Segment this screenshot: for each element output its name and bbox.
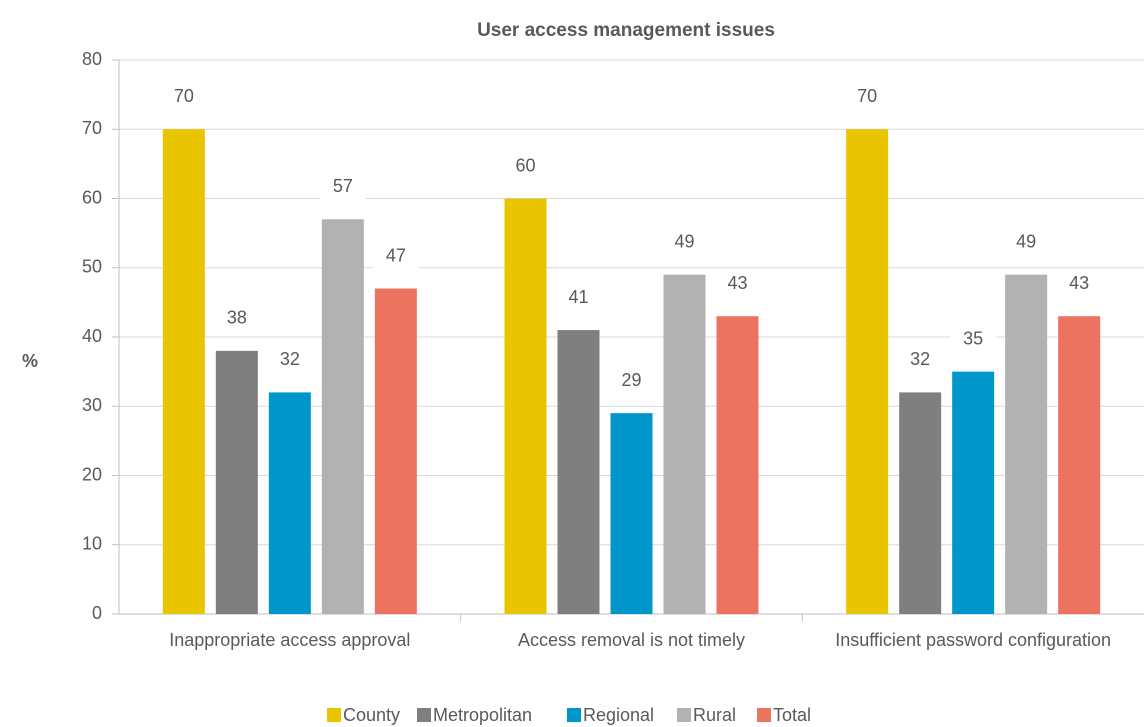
label-bg	[266, 348, 313, 373]
legend-swatch	[757, 708, 771, 722]
data-label: 38	[227, 308, 247, 328]
y-tick-label: 80	[82, 49, 102, 69]
data-label: 57	[333, 176, 353, 196]
y-tick-label: 50	[82, 257, 102, 277]
label-bg	[950, 327, 997, 352]
legend-swatch	[677, 708, 691, 722]
bar	[321, 219, 364, 614]
label-bg	[608, 369, 655, 394]
y-tick-label: 40	[82, 326, 102, 346]
data-label: 70	[174, 86, 194, 106]
y-tick-label: 0	[92, 603, 102, 623]
data-label: 29	[621, 370, 641, 390]
data-label: 70	[857, 86, 877, 106]
data-label: 43	[727, 273, 747, 293]
y-tick-label: 70	[82, 118, 102, 138]
y-tick-label: 20	[82, 464, 102, 484]
data-label: 47	[386, 245, 406, 265]
bar	[162, 129, 205, 614]
legend-swatch	[327, 708, 341, 722]
legend-label: Total	[773, 705, 811, 725]
x-tick-label: Insufficient password configuration	[835, 630, 1112, 650]
data-label: 49	[674, 231, 694, 251]
legend-label: Rural	[693, 705, 736, 725]
chart-title: User access management issues	[477, 20, 775, 41]
label-bg	[319, 175, 366, 200]
bar	[268, 392, 311, 614]
bar	[610, 413, 653, 614]
legend-label: Metropolitan	[433, 705, 532, 725]
bar	[504, 198, 547, 614]
label-bg	[661, 230, 708, 255]
bar	[1005, 274, 1048, 614]
label-bg	[714, 272, 761, 297]
label-bg	[502, 154, 549, 179]
y-tick-label: 60	[82, 187, 102, 207]
legend-swatch	[417, 708, 431, 722]
data-label: 49	[1016, 231, 1036, 251]
label-bg	[1003, 230, 1050, 255]
y-tick-label: 30	[82, 395, 102, 415]
label-bg	[555, 286, 602, 311]
label-bg	[213, 306, 260, 331]
bar	[663, 274, 706, 614]
x-tick-label: Inappropriate access approval	[169, 630, 411, 650]
bar	[716, 316, 759, 614]
bar	[899, 392, 942, 614]
data-label: 41	[568, 287, 588, 307]
label-bg	[844, 85, 891, 110]
data-label: 43	[1069, 273, 1089, 293]
bar	[952, 371, 995, 614]
data-label: 32	[280, 349, 300, 369]
label-bg	[897, 348, 944, 373]
y-axis-label: %	[22, 351, 38, 371]
data-label: 32	[910, 349, 930, 369]
legend-label: County	[343, 705, 400, 725]
x-tick-label: Access removal is not timely	[517, 630, 746, 650]
bar	[374, 288, 417, 614]
bar	[846, 129, 889, 614]
bar	[1058, 316, 1101, 614]
legend-label: Regional	[583, 705, 654, 725]
legend-swatch	[567, 708, 581, 722]
data-label: 35	[963, 328, 983, 348]
label-bg	[160, 85, 207, 110]
label-bg	[1056, 272, 1103, 297]
data-label: 60	[515, 155, 535, 175]
y-tick-label: 10	[82, 534, 102, 554]
bar	[557, 330, 600, 614]
label-bg	[372, 244, 419, 269]
bar	[215, 350, 258, 614]
